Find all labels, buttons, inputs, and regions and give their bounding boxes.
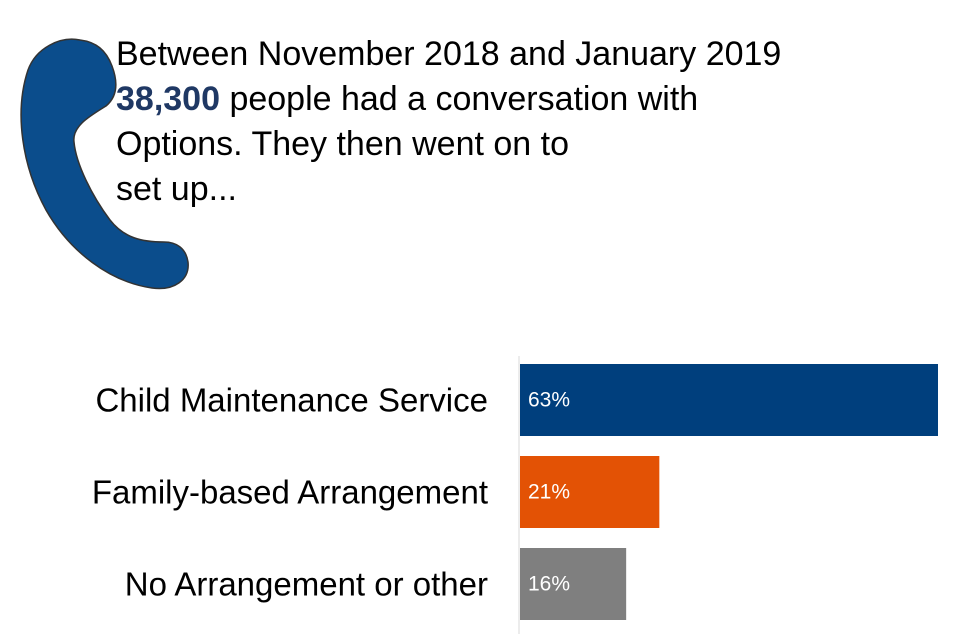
conversation-count: 38,300 bbox=[116, 80, 220, 118]
intro-line-2-text: people had a conversation with bbox=[220, 80, 699, 118]
intro-line-3: Options. They then went on to bbox=[116, 125, 569, 163]
phone-icon bbox=[20, 38, 189, 290]
bar-0 bbox=[520, 364, 938, 436]
intro-line-4: set up... bbox=[116, 170, 237, 208]
intro-line-2: 38,300 people had a conversation with bbox=[116, 77, 896, 122]
category-label-1: Family-based Arrangement bbox=[92, 474, 488, 511]
bar-2 bbox=[520, 548, 627, 620]
bar-1 bbox=[520, 456, 660, 528]
intro-line-1: Between November 2018 and January 2019 bbox=[116, 35, 782, 73]
arrangement-bar-chart: 63% Child Maintenance Service 21% Family-ba… bbox=[92, 356, 938, 634]
phone-handset-shape bbox=[20, 38, 189, 290]
category-label-0: Child Maintenance Service bbox=[95, 382, 488, 419]
category-label-2: No Arrangement or other bbox=[125, 566, 488, 603]
intro-text: Between November 2018 and January 2019 3… bbox=[116, 32, 896, 212]
bar-value-label-1: 21% bbox=[528, 481, 570, 504]
bar-value-label-0: 63% bbox=[528, 389, 570, 412]
bar-value-label-2: 16% bbox=[528, 573, 570, 596]
